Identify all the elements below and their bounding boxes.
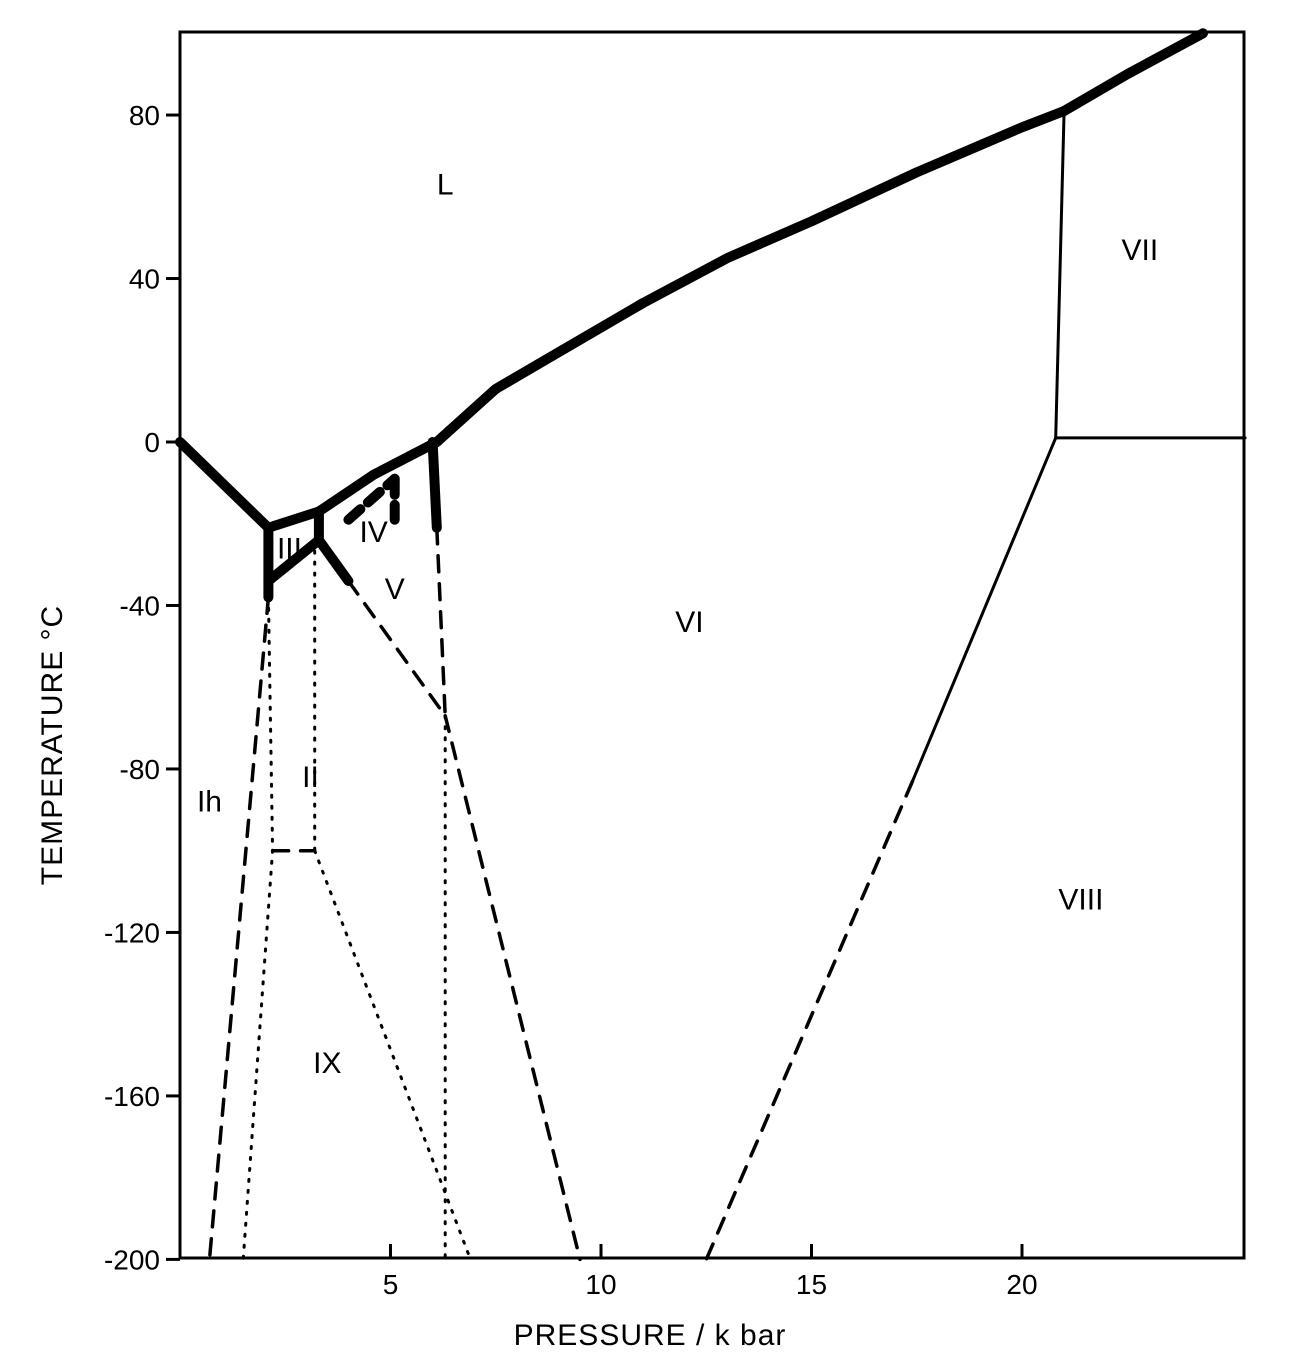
- phase-boundary-heavy-0: [175, 437, 274, 533]
- phase-boundary-heavy-6: [263, 535, 324, 586]
- phase-boundary-thin-12: [1054, 109, 1066, 440]
- phase-label-l: L: [437, 169, 454, 202]
- y-tick-label: 0: [144, 427, 160, 458]
- phase-boundary-dotted-21: [241, 595, 275, 1261]
- y-tick-label: 40: [129, 264, 160, 295]
- phase-boundary-heavy-2: [313, 437, 442, 517]
- phase-label-vi: VI: [675, 606, 703, 639]
- phase-boundary-heavy-8: [313, 535, 354, 586]
- phase-boundary-heavy-dashed-10: [343, 473, 400, 525]
- phase-label-ii: II: [302, 761, 319, 794]
- phase-label-iv: IV: [359, 516, 387, 549]
- y-tick-label: -120: [104, 917, 160, 948]
- y-tick-label: -160: [104, 1081, 160, 1112]
- phase-label-ih: Ih: [197, 786, 222, 819]
- y-axis-title: TEMPERATURE °C: [36, 605, 69, 885]
- phase-label-v: V: [385, 573, 405, 606]
- phase-boundary-heavy-9: [427, 437, 442, 533]
- phase-boundary-dashed-17: [346, 579, 447, 718]
- y-tick-label: 80: [129, 100, 160, 131]
- x-tick-label: 5: [383, 1269, 399, 1300]
- phase-label-iii: III: [277, 532, 302, 565]
- y-tick-label: -80: [120, 754, 160, 785]
- x-tick-label: 10: [585, 1269, 616, 1300]
- phase-label-ix: IX: [313, 1047, 341, 1080]
- plot-frame: [178, 30, 1246, 1260]
- phase-label-vii: VII: [1122, 234, 1159, 267]
- phase-label-viii: VIII: [1058, 884, 1103, 917]
- x-tick-label: 20: [1006, 1269, 1037, 1300]
- phase-boundary-dashed-19: [435, 526, 447, 718]
- y-tick-label: -200: [104, 1244, 160, 1275]
- x-tick-label: 15: [796, 1269, 827, 1300]
- phase-boundary-thin-14: [911, 436, 1058, 783]
- phase-boundary-heavy-4: [1059, 28, 1208, 116]
- x-axis-title: PRESSURE / k bar: [514, 1319, 787, 1352]
- phase-boundary-dashed-16: [207, 595, 271, 1262]
- phase-boundary-heavy-1: [263, 506, 324, 533]
- y-axis-ticks: 80 40 0 -40 -80 -120 -160 -200: [104, 100, 180, 1275]
- x-axis-ticks: 5 10 15 20: [383, 1244, 1038, 1300]
- phase-boundary-dashed-18: [443, 714, 582, 1262]
- y-tick-label: -40: [120, 590, 160, 621]
- phase-boundary-dashed-15: [704, 779, 915, 1262]
- phase-boundary-heavy-3: [431, 106, 1070, 447]
- phase-boundaries: [175, 28, 1247, 1262]
